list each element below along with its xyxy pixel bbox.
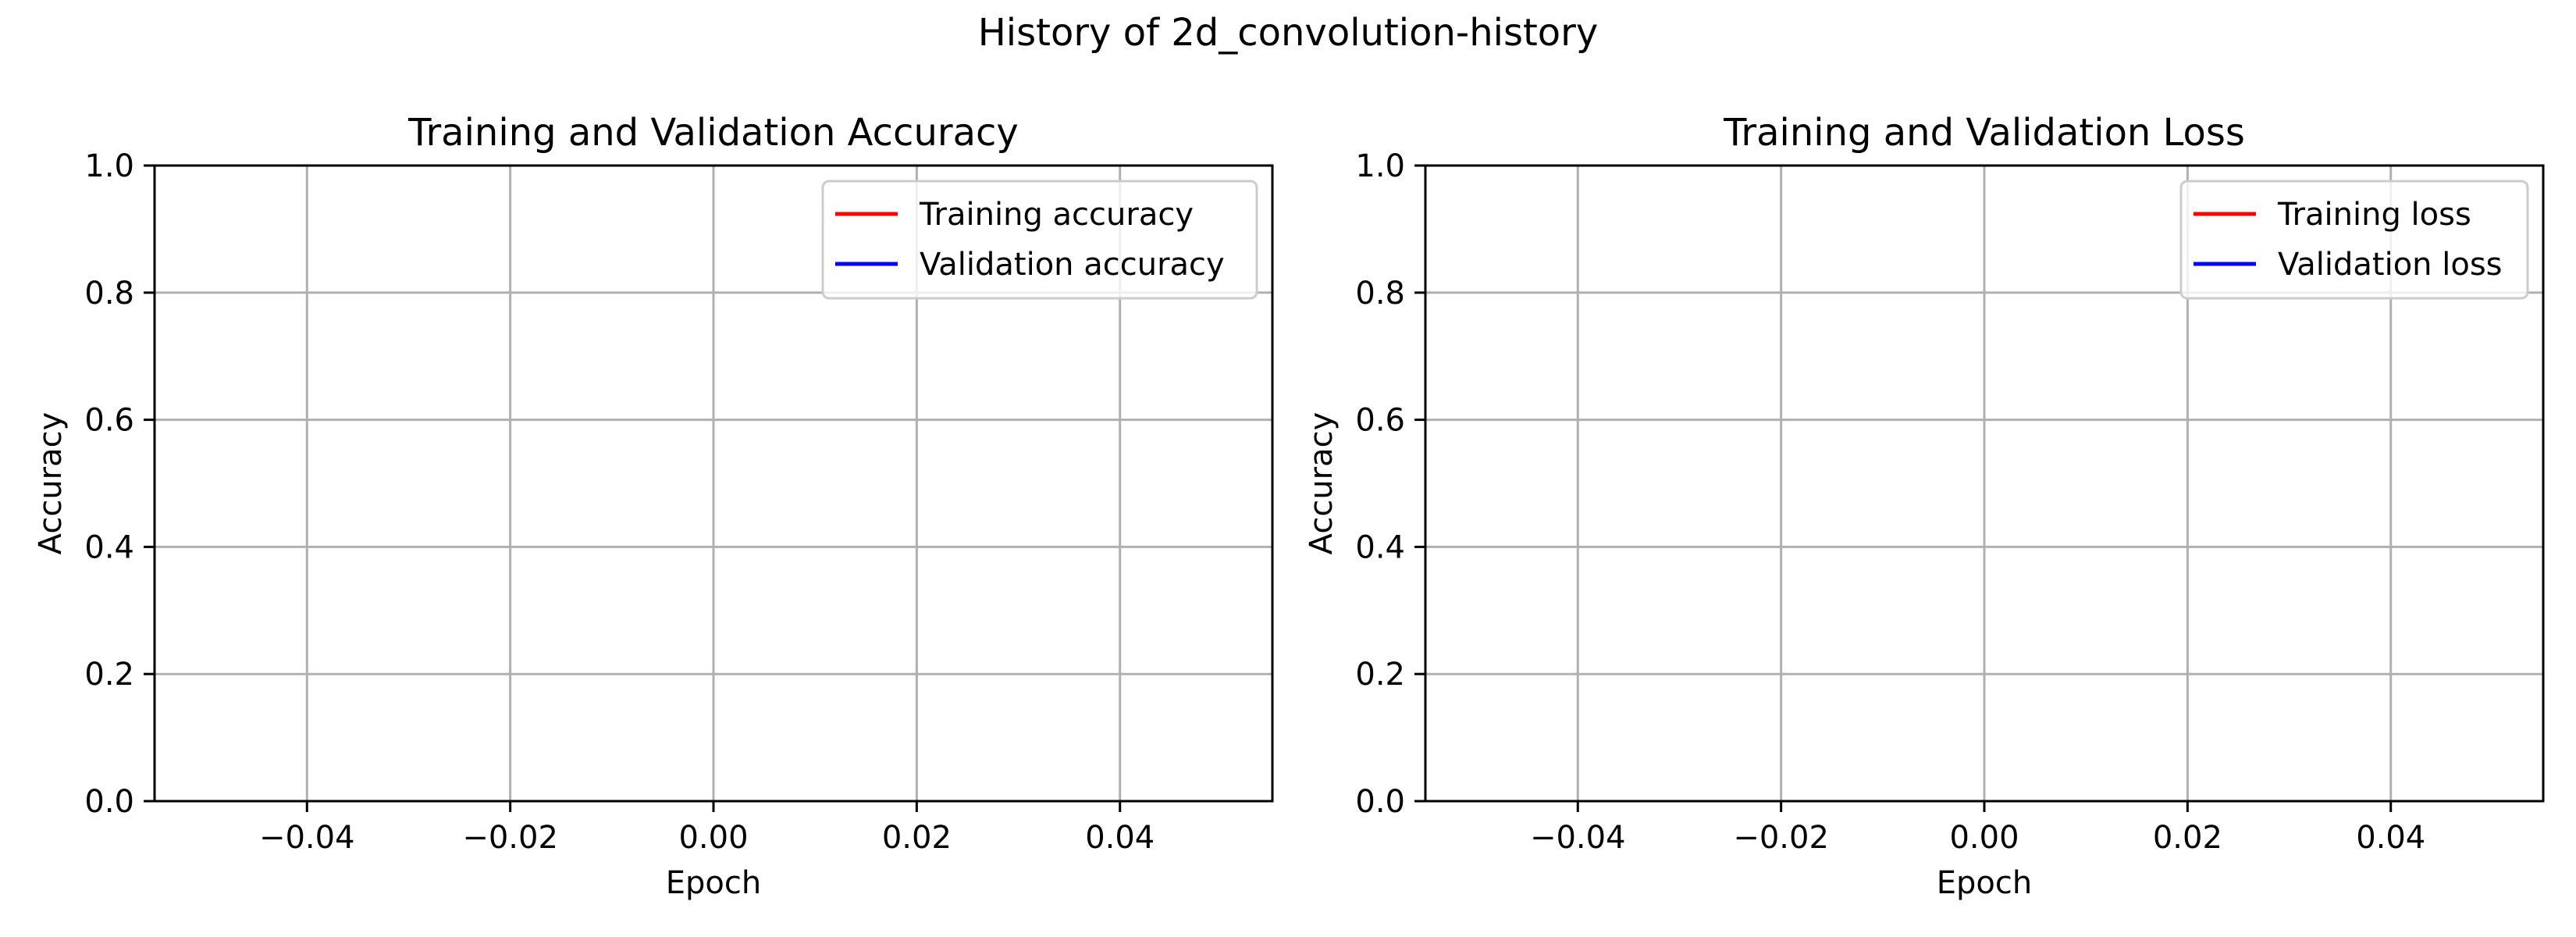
loss-y-tick-label: 0.2 bbox=[1355, 657, 1405, 693]
loss-legend-label: Training loss bbox=[2277, 197, 2471, 233]
loss-y-ticks: 0.0 0.2 0.4 0.6 0.8 1.0 bbox=[1355, 148, 1425, 820]
accuracy-y-tick-label: 1.0 bbox=[84, 148, 134, 184]
figure-title: History of 2d_convolution-history bbox=[978, 11, 1599, 55]
accuracy-y-axis-label: Accuracy bbox=[33, 412, 69, 555]
loss-y-tick-label: 1.0 bbox=[1355, 148, 1405, 184]
loss-x-axis-label: Epoch bbox=[1937, 865, 2032, 901]
accuracy-y-tick-label: 0.4 bbox=[84, 529, 134, 565]
loss-x-tick-label: 0.02 bbox=[2153, 820, 2222, 856]
loss-y-tick-label: 0.6 bbox=[1355, 403, 1405, 439]
loss-x-tick-label: 0.00 bbox=[1949, 820, 2019, 856]
accuracy-y-tick-label: 0.8 bbox=[84, 276, 134, 312]
accuracy-y-tick-label: 0.6 bbox=[84, 403, 134, 439]
loss-legend-label: Validation loss bbox=[2278, 247, 2503, 283]
accuracy-legend: Training accuracy Validation accuracy bbox=[821, 180, 1258, 300]
loss-legend: Training loss Validation loss bbox=[2179, 180, 2529, 300]
loss-y-tick-label: 0.4 bbox=[1355, 529, 1405, 565]
accuracy-chart: −0.04 −0.02 0.00 0.02 0.04 0.0 0.2 0.4 0.6 0.8 1.… bbox=[33, 111, 1274, 901]
accuracy-x-ticks: −0.04 −0.02 0.00 0.02 0.04 bbox=[259, 801, 1155, 856]
accuracy-y-tick-label: 0.0 bbox=[84, 784, 134, 820]
loss-x-tick-label: −0.04 bbox=[1530, 820, 1626, 856]
loss-y-tick-label: 0.8 bbox=[1355, 276, 1405, 312]
accuracy-x-tick-label: 0.02 bbox=[882, 820, 952, 856]
accuracy-legend-label: Training accuracy bbox=[919, 197, 1194, 233]
accuracy-x-axis-label: Epoch bbox=[666, 865, 761, 901]
loss-chart: −0.04 −0.02 0.00 0.02 0.04 0.0 0.2 0.4 0.6 0.8 1.… bbox=[1304, 111, 2545, 901]
accuracy-legend-box bbox=[821, 180, 1258, 300]
loss-chart-title: Training and Validation Loss bbox=[1723, 111, 2245, 155]
loss-legend-box bbox=[2179, 180, 2529, 300]
accuracy-y-tick-label: 0.2 bbox=[84, 657, 134, 693]
accuracy-x-tick-label: −0.04 bbox=[259, 820, 355, 856]
accuracy-x-tick-label: −0.02 bbox=[462, 820, 558, 856]
accuracy-chart-title: Training and Validation Accuracy bbox=[407, 111, 1019, 155]
loss-y-axis-label: Accuracy bbox=[1304, 412, 1340, 555]
accuracy-x-tick-label: 0.04 bbox=[1085, 820, 1155, 856]
accuracy-x-tick-label: 0.00 bbox=[678, 820, 748, 856]
loss-x-ticks: −0.04 −0.02 0.00 0.02 0.04 bbox=[1530, 801, 2425, 856]
loss-x-tick-label: −0.02 bbox=[1733, 820, 1829, 856]
accuracy-y-ticks: 0.0 0.2 0.4 0.6 0.8 1.0 bbox=[84, 148, 155, 820]
loss-x-tick-label: 0.04 bbox=[2356, 820, 2425, 856]
loss-y-tick-label: 0.0 bbox=[1355, 784, 1405, 820]
accuracy-legend-label: Validation accuracy bbox=[920, 247, 1225, 283]
